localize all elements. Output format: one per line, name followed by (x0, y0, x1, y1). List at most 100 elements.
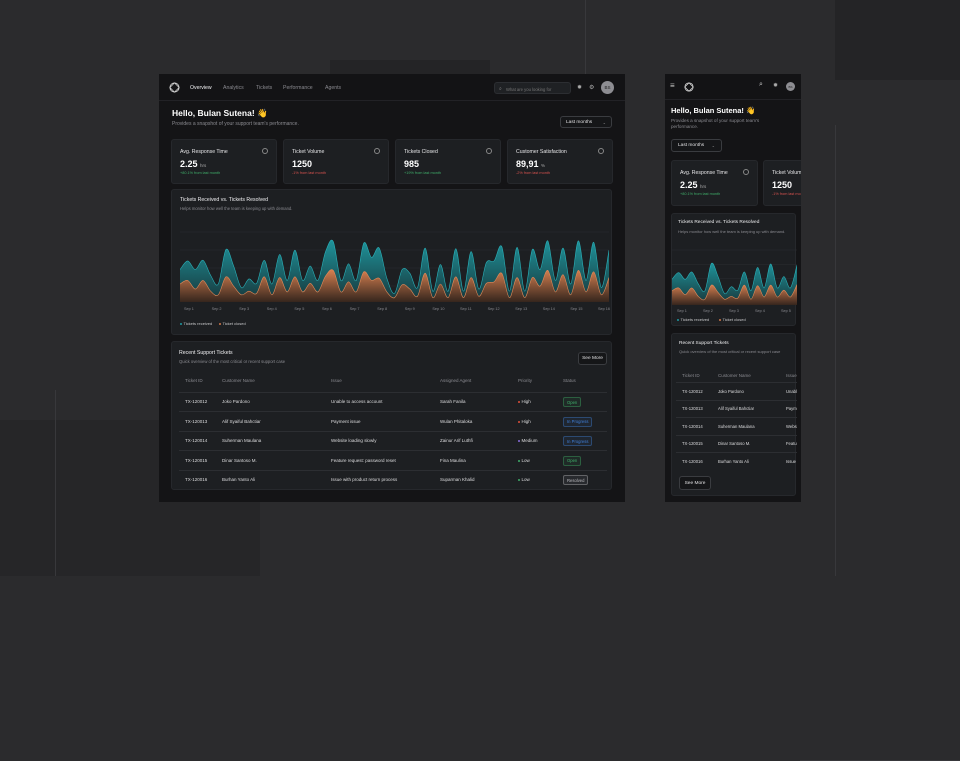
x-tick-label: Sep 7 (349, 307, 360, 311)
see-more-button[interactable]: See More (578, 352, 607, 365)
chart-title: Tickets Received vs. Tickets Resolved (180, 197, 269, 203)
x-tick-label: Sep 5 (294, 307, 305, 311)
priority-dot (518, 420, 520, 423)
search-input[interactable]: ⌕ What are you looking for (494, 82, 571, 94)
search-icon[interactable]: ⌕ (759, 81, 763, 88)
page-subtitle: Provides a snapshot of your support team… (172, 121, 299, 127)
cell-customer: Alif Syaiful Bahctiar (222, 418, 261, 424)
cell-id: TX-120013 (185, 418, 208, 424)
table-row[interactable]: TX-120014 Suherman Maulana Website loading… (179, 430, 607, 451)
x-tick-label: Sep 4 (755, 309, 765, 313)
theme-toggle-icon[interactable]: ✹ (577, 85, 583, 91)
cell-customer: Alif Syaiful Bahctiar (718, 406, 755, 412)
clock-icon (743, 169, 749, 175)
period-select[interactable]: Last months ⌄ (671, 139, 722, 152)
table-row[interactable]: TX-120016 Burhan Yanto Ali Issue with prod… (676, 452, 797, 470)
x-tick-label: Sep 6 (322, 307, 332, 311)
cell-issue: Feature request: password reset (786, 441, 797, 447)
desktop-window: Overview Analytics Tickets Performance A… (159, 74, 625, 502)
priority-label: Low (521, 457, 530, 463)
column-header[interactable]: Assigned Agent (440, 378, 472, 383)
x-tick-label: Sep 3 (729, 309, 739, 313)
priority-label: High (521, 399, 531, 405)
see-more-button[interactable]: See More (679, 476, 711, 490)
stat-number: 2.25 (680, 180, 698, 190)
line-closed (180, 269, 609, 299)
column-header[interactable]: Ticket ID (682, 373, 700, 378)
table-row[interactable]: TX-120012 Joko Pardono Unable to access ac… (179, 391, 607, 412)
table-row[interactable]: TX-120013 Alif Syaiful Bahctiar Payment is… (676, 399, 797, 418)
x-tick-label: Sep 13 (515, 307, 528, 311)
cell-issue: Website loading slowly (331, 438, 377, 444)
stat-value: 2.25 hrs (680, 180, 706, 190)
column-header[interactable]: Issue (331, 378, 342, 383)
area-closed (180, 269, 609, 302)
cell-customer: Joko Pardono (718, 388, 744, 394)
menu-icon[interactable]: ≡ (670, 81, 675, 90)
x-tick-label: Sep 2 (703, 309, 713, 313)
table-row[interactable]: TX-120015 Dinar Santoso M. Feature request… (676, 434, 797, 453)
cell-customer: Burhan Yanto Ali (222, 477, 256, 483)
tickets-table: Ticket ID Customer Name Issue Assigned Agen… (179, 372, 607, 487)
nav-performance[interactable]: Performance (283, 85, 313, 91)
column-header[interactable]: Status (563, 378, 576, 383)
nav-analytics[interactable]: Analytics (223, 85, 244, 91)
logo-icon[interactable] (169, 82, 180, 93)
legend-swatch (677, 318, 679, 321)
priority: Low (518, 458, 530, 463)
settings-icon[interactable]: ⚙ (589, 85, 595, 91)
column-header[interactable]: Priority (518, 378, 533, 383)
legend-swatch (719, 318, 721, 321)
x-tick-label: Sep 10 (432, 307, 445, 311)
column-header[interactable]: Issue (786, 373, 797, 378)
cell-id: TX-120014 (185, 438, 208, 444)
table-row[interactable]: TX-120015 Dinar Santoso M. Feature request… (179, 450, 607, 470)
mobile-top-nav: ≡ ⌕ ✹ BS (665, 74, 801, 100)
nav-agents[interactable]: Agents (325, 85, 342, 91)
stat-value: 89,91 % (516, 159, 545, 169)
line-received (180, 239, 609, 294)
x-tick-label: Sep 1 (677, 309, 687, 313)
tickets-subtitle: Quick overview of the most critical or r… (679, 349, 781, 354)
logo-icon[interactable] (684, 82, 694, 92)
stat-value: 985 (404, 159, 419, 169)
cell-id: TX-120012 (185, 399, 208, 405)
stat-delta: +19% from last month (404, 171, 442, 175)
x-tick-label: Sep 3 (239, 307, 250, 311)
table-row[interactable]: TX-120012 Joko Pardono Unable to access ac… (676, 382, 797, 400)
mobile-window: ≡ ⌕ ✹ BS Hello, Bulan Sutena! 👋 Provides… (665, 74, 801, 502)
column-header[interactable]: Customer Name (718, 373, 751, 378)
cell-issue: Payment issue (331, 418, 361, 424)
search-placeholder: What are you looking for (506, 86, 552, 92)
period-select[interactable]: Last months ⌄ (560, 116, 612, 128)
nav-tickets[interactable]: Tickets (256, 85, 273, 91)
stat-number: 1250 (772, 180, 793, 190)
status-badge: Resolved (563, 475, 589, 486)
table-row[interactable]: TX-120016 Burhan Yanto Ali Issue with prod… (179, 469, 607, 490)
cell-issue: Feature request: password reset (331, 457, 396, 463)
stat-title: Customer Satisfaction (516, 149, 567, 155)
stat-number: 985 (404, 159, 420, 169)
stat-title: Ticket Volume (772, 170, 801, 176)
avatar[interactable]: BS (786, 82, 795, 91)
column-header[interactable]: Customer Name (222, 378, 255, 383)
check-circle-icon (486, 148, 492, 154)
column-header[interactable]: Ticket ID (185, 378, 203, 383)
avatar[interactable]: BS (601, 81, 614, 94)
table-row[interactable]: TX-120014 Suherman Maulana Website loading… (676, 417, 797, 435)
priority-dot (518, 479, 520, 482)
stat-card: Avg. Response Time 2.25 hrs +80.1% from … (171, 139, 277, 184)
cell-issue: Issue with product return process (331, 477, 398, 483)
x-tick-label: Sep 14 (542, 307, 555, 311)
legend-label: Tickets received (680, 317, 710, 322)
tickets-table: Ticket ID Customer Name Issue TX-120012 Joko… (676, 368, 797, 472)
cell-id: TX-120013 (682, 406, 703, 412)
tickets-card: Recent Support Tickets Quick overview of… (671, 333, 797, 496)
nav-overview[interactable]: Overview (190, 85, 212, 91)
priority-dot (518, 459, 520, 462)
legend-received: Tickets received (677, 317, 709, 322)
theme-toggle-icon[interactable]: ✹ (773, 83, 779, 89)
stat-unit: hrs (700, 184, 707, 189)
table-row[interactable]: TX-120013 Alif Syaiful Bahctiar Payment is… (179, 411, 607, 431)
top-nav: Overview Analytics Tickets Performance A… (159, 74, 625, 101)
